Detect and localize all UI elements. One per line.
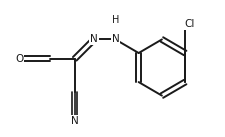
Text: Cl: Cl <box>185 19 195 29</box>
Text: O: O <box>15 54 24 64</box>
Text: N: N <box>112 34 119 44</box>
Text: N: N <box>90 34 98 44</box>
Text: N: N <box>71 116 79 126</box>
Text: H: H <box>112 15 119 25</box>
